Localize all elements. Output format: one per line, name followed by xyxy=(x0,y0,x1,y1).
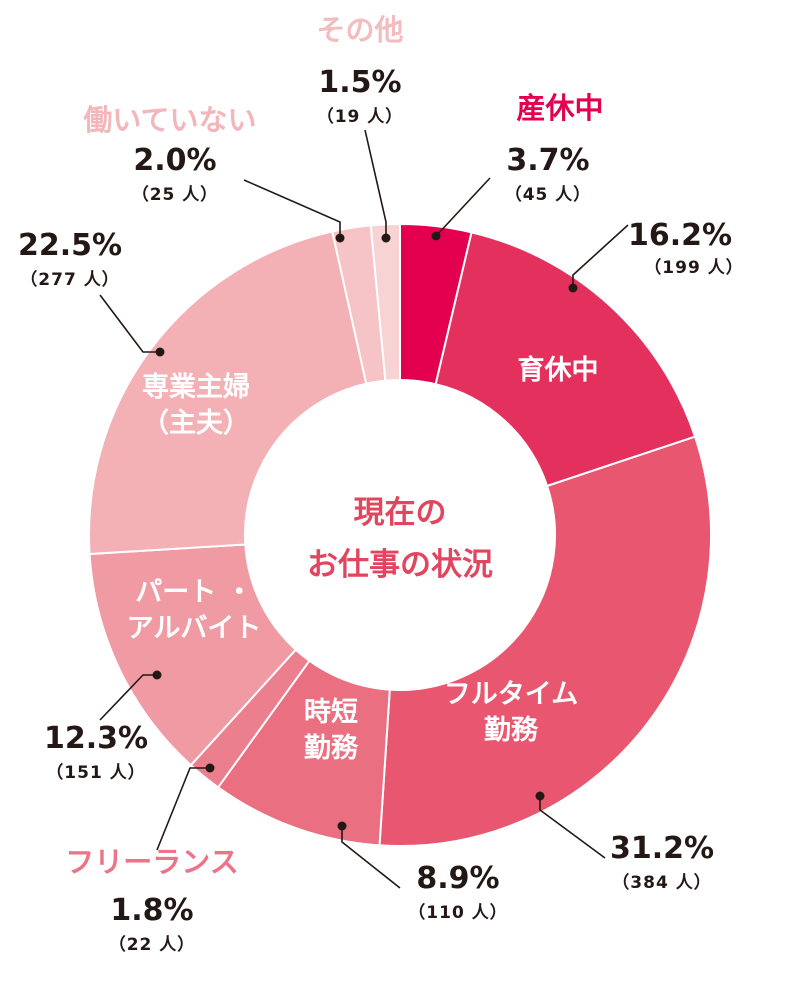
slice-count-childcare: （199 人） xyxy=(644,257,743,278)
leader-line-freelance xyxy=(156,767,210,851)
slice-name-other: その他 xyxy=(316,13,403,47)
slice-percent-housewife: 22.5% xyxy=(18,228,122,263)
pie-slice-parttime xyxy=(88,543,298,767)
slice-percent-fulltime: 31.2% xyxy=(610,831,714,866)
pie-slice-fulltime xyxy=(378,435,712,847)
slice-count-other: （19 人） xyxy=(317,106,404,127)
slice-label-parttime-line-1: パート ・ xyxy=(135,577,252,608)
slice-label-housewife-line-2: （主夫） xyxy=(142,408,250,439)
leader-line-housewife xyxy=(99,294,160,353)
slice-label-fulltime-line-1: フルタイム xyxy=(444,679,578,710)
leader-line-other xyxy=(364,129,387,238)
slice-count-freelance: （22 人） xyxy=(109,934,196,955)
slice-label-fulltime-line-2: 勤務 xyxy=(484,715,539,746)
leader-line-notworking xyxy=(243,179,341,238)
slice-label-shorttime-line-2: 勤務 xyxy=(304,733,359,764)
chart-title-line-1: 現在の xyxy=(354,495,447,531)
pie-slice-childcare xyxy=(434,231,697,488)
leader-dot-fulltime xyxy=(535,791,545,801)
leader-dot-notworking xyxy=(335,233,345,243)
slice-label-parttime-line-2: アルバイト xyxy=(127,613,262,644)
slice-name-maternity: 産休中 xyxy=(516,91,603,125)
leader-line-shorttime xyxy=(341,826,401,889)
slice-label-childcare-line-1: 育休中 xyxy=(518,354,599,386)
slice-label-housewife-line-1: 専業主婦 xyxy=(142,372,250,403)
slice-percent-notworking: 2.0% xyxy=(133,143,216,178)
slice-name-freelance: フリーランス xyxy=(65,845,238,879)
leader-dot-freelance xyxy=(205,763,215,773)
pie-slice-housewife xyxy=(88,230,368,556)
leader-line-fulltime xyxy=(539,796,606,859)
leader-dot-housewife xyxy=(155,347,165,357)
donut-hole xyxy=(246,381,554,689)
slice-count-shorttime: （110 人） xyxy=(408,902,507,923)
slice-name-notworking: 働いていない xyxy=(82,103,256,137)
slice-count-housewife: （277 人） xyxy=(20,269,119,290)
leader-dot-maternity xyxy=(431,231,441,241)
slice-percent-maternity: 3.7% xyxy=(506,143,589,178)
slice-percent-shorttime: 8.9% xyxy=(416,861,499,896)
slice-count-maternity: （45 人） xyxy=(505,184,592,205)
leader-dot-shorttime xyxy=(337,821,347,831)
chart-title-line-2: お仕事の状況 xyxy=(307,547,493,583)
pie-slice-other xyxy=(369,222,401,382)
slice-percent-childcare: 16.2% xyxy=(628,218,732,253)
slice-count-notworking: （25 人） xyxy=(132,184,219,205)
leader-line-childcare xyxy=(572,224,629,288)
leader-dot-other xyxy=(381,233,391,243)
leader-dot-childcare xyxy=(568,283,578,293)
slice-percent-other: 1.5% xyxy=(318,65,401,100)
leader-dot-parttime xyxy=(152,670,162,680)
slice-count-parttime: （151 人） xyxy=(46,762,145,783)
leader-line-maternity xyxy=(435,177,491,237)
leader-line-parttime xyxy=(99,674,157,721)
slice-percent-freelance: 1.8% xyxy=(110,893,193,928)
slice-percent-parttime: 12.3% xyxy=(44,721,148,756)
slice-label-shorttime-line-1: 時短 xyxy=(304,697,358,728)
slice-count-fulltime: （384 人） xyxy=(612,872,711,893)
